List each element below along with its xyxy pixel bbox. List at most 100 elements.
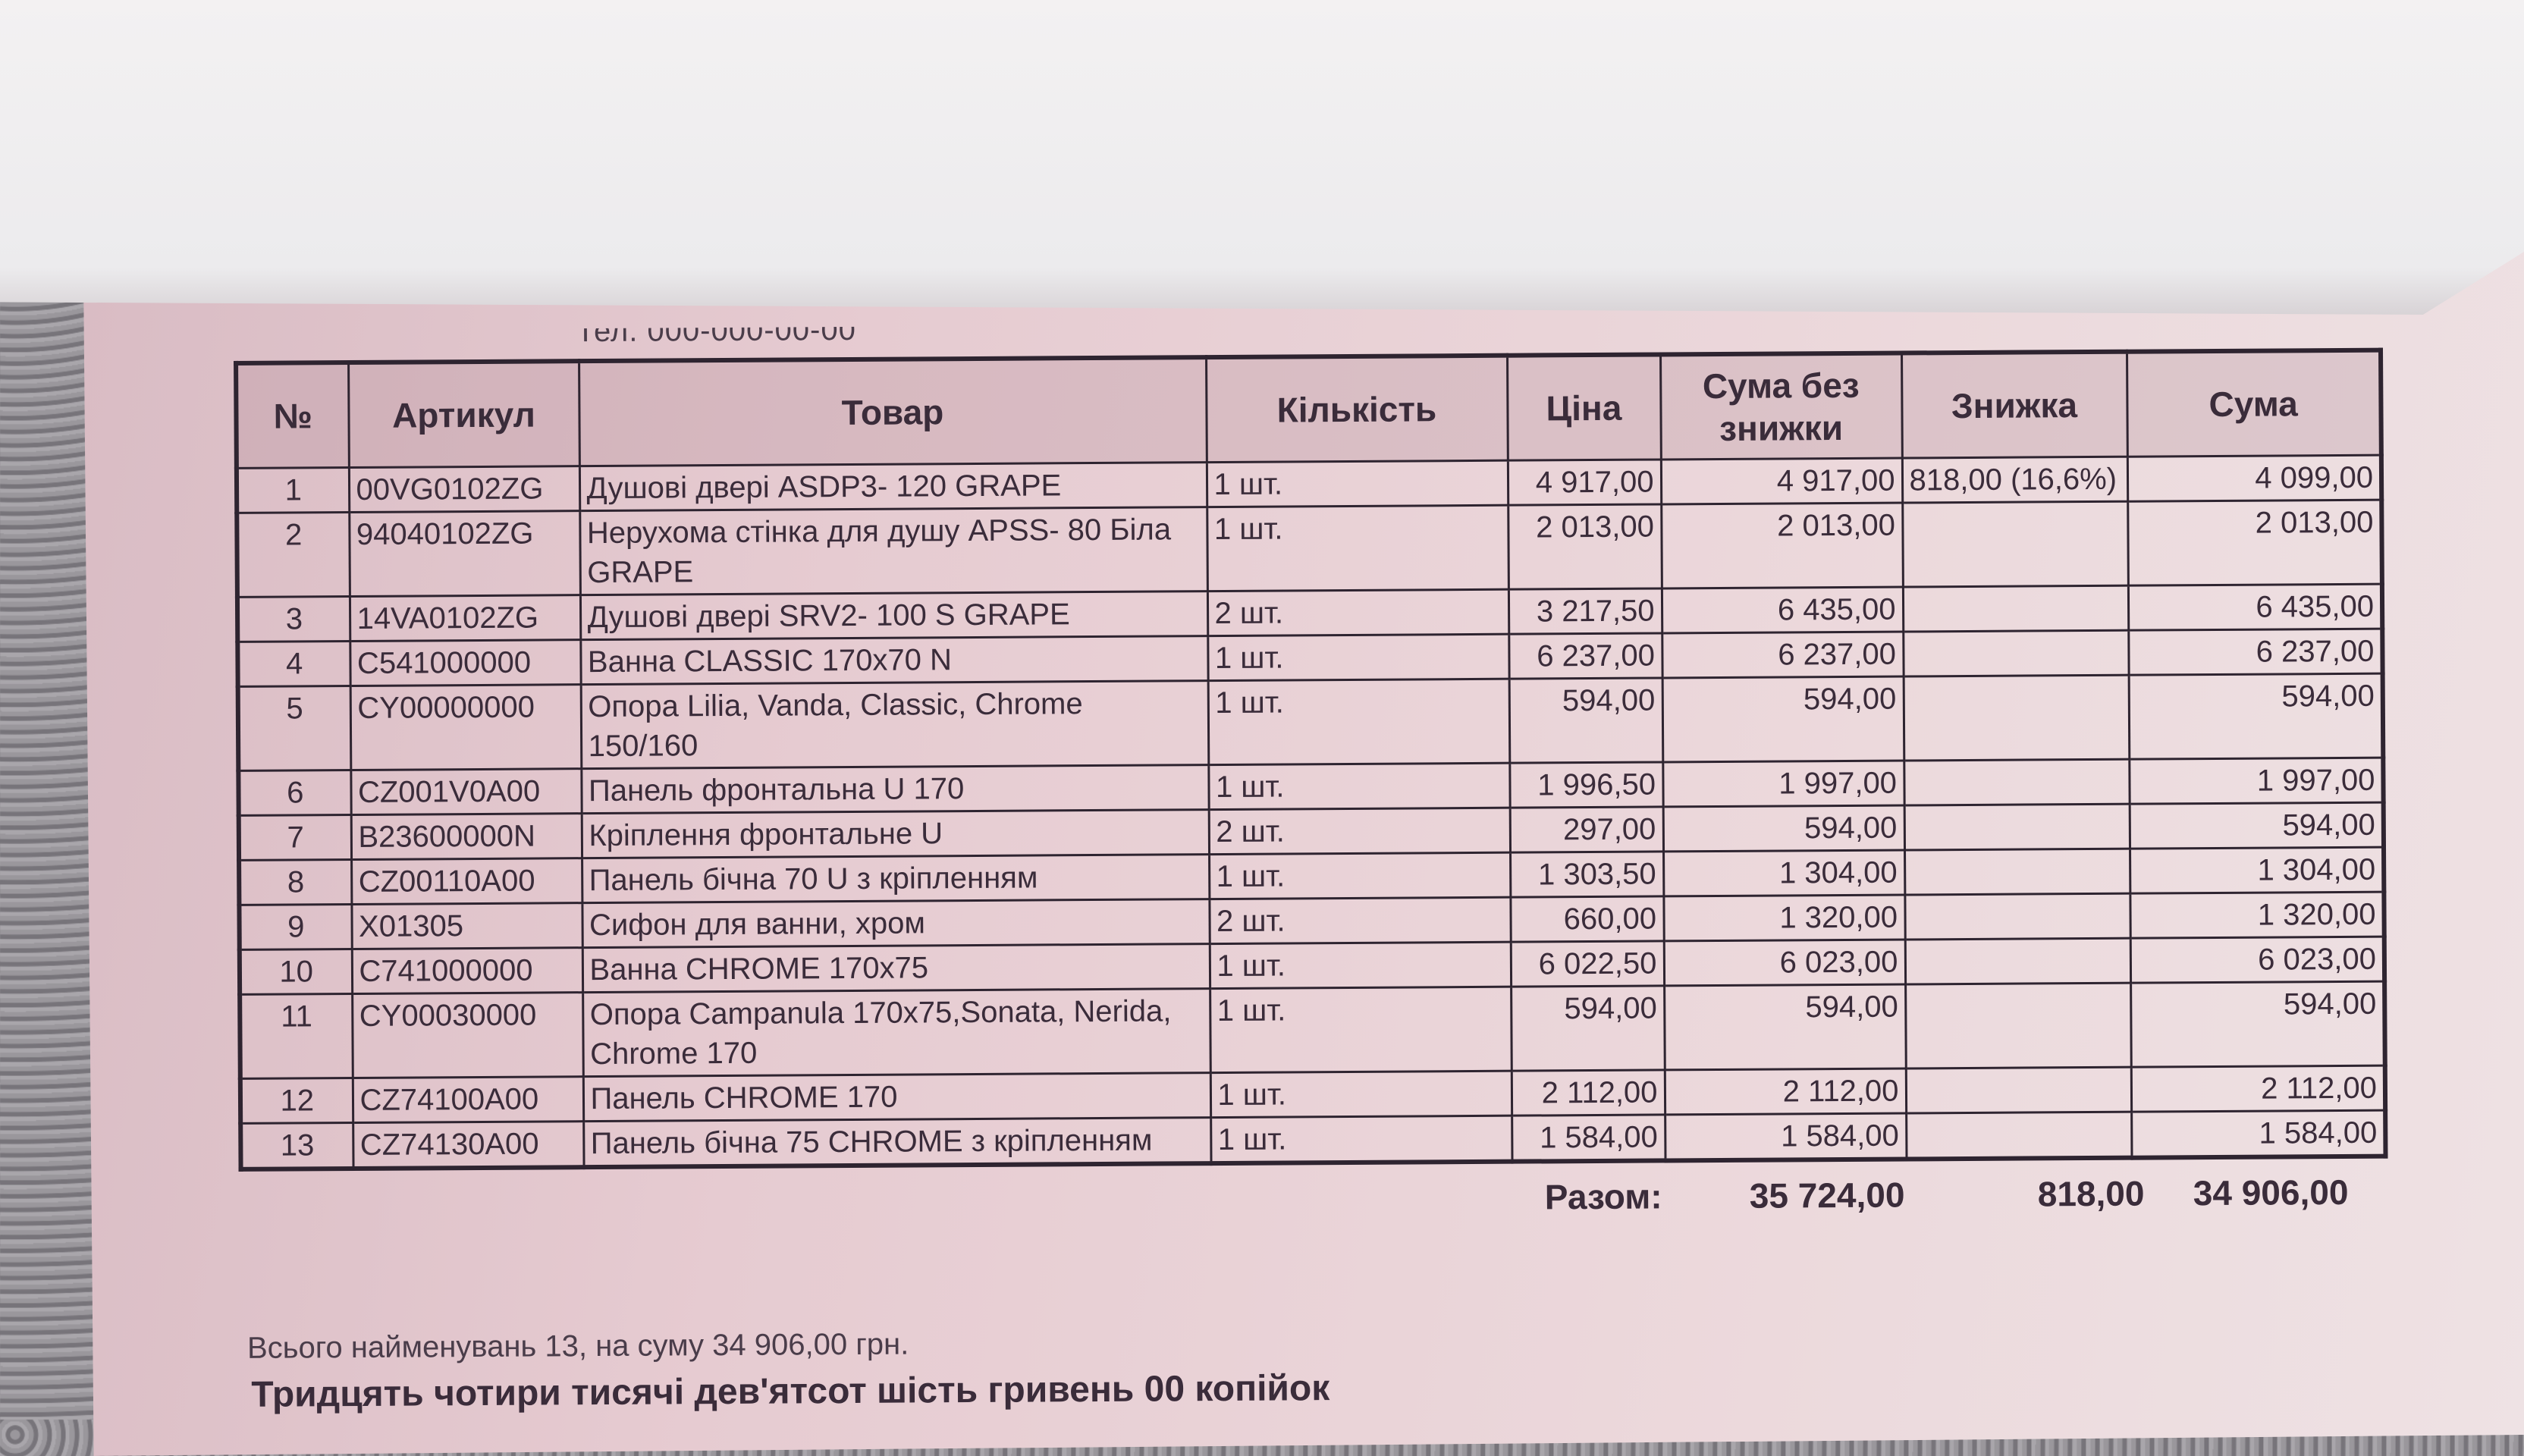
row-price: 594,00 <box>1511 985 1665 1072</box>
col-header-sku: Артикул <box>348 361 579 468</box>
row-number: 11 <box>240 993 353 1079</box>
row-quantity: 1 шт. <box>1210 987 1512 1073</box>
row-sum-no-discount: 6 023,00 <box>1663 940 1906 986</box>
row-number: 1 <box>236 467 350 513</box>
row-number: 5 <box>237 686 351 771</box>
row-price: 297,00 <box>1509 806 1664 853</box>
col-header-sum: Сума <box>2127 350 2381 457</box>
col-header-discount: Знижка <box>1901 351 2127 459</box>
row-quantity: 1 шт. <box>1207 679 1510 765</box>
row-price: 660,00 <box>1510 896 1664 943</box>
row-quantity: 1 шт. <box>1210 1116 1512 1164</box>
row-number: 12 <box>240 1078 353 1124</box>
row-sum: 6 023,00 <box>2130 937 2385 984</box>
row-discount <box>1904 804 2130 851</box>
row-sku: 14VA0102ZG <box>349 595 581 642</box>
row-discount <box>1904 893 2130 940</box>
row-price: 1 996,50 <box>1509 761 1663 808</box>
row-sku: 00VG0102ZG <box>348 466 580 513</box>
col-header-sum-no-discount: Сума без знижки <box>1660 353 1902 460</box>
row-quantity: 1 шт. <box>1207 634 1509 681</box>
row-discount <box>1904 938 2131 985</box>
row-quantity: 1 шт. <box>1209 942 1512 989</box>
row-number: 9 <box>239 904 352 950</box>
row-number: 6 <box>238 770 351 816</box>
row-sum-no-discount: 594,00 <box>1662 805 1905 852</box>
row-price: 2 013,00 <box>1508 504 1662 590</box>
col-header-qty: Кількість <box>1206 355 1508 463</box>
row-discount: 818,00 (16,6%) <box>1901 457 2128 504</box>
row-item-name: Нерухома стінка для душу APSS- 80 Біла G… <box>579 507 1207 595</box>
row-discount <box>1905 1067 2132 1113</box>
row-quantity: 1 шт. <box>1209 852 1511 899</box>
row-item-name: Душові двері SRV2- 100 S GRAPE <box>579 591 1208 640</box>
row-discount <box>1905 983 2131 1069</box>
row-price: 594,00 <box>1508 677 1663 764</box>
folded-top-sheet <box>0 0 2524 315</box>
row-discount <box>1902 501 2128 588</box>
row-number: 10 <box>239 949 353 995</box>
row-number: 7 <box>238 814 352 861</box>
row-sku: CZ74100A00 <box>352 1076 584 1123</box>
row-sku: CZ00110A00 <box>351 858 582 905</box>
row-sku: C741000000 <box>351 947 583 994</box>
row-quantity: 2 шт. <box>1207 589 1509 636</box>
row-sum: 594,00 <box>2128 673 2384 760</box>
totals-sum: 34 906,00 <box>2193 1172 2349 1213</box>
row-item-name: Панель фронтальна U 170 <box>581 764 1209 814</box>
totals-sum-no-discount: 35 724,00 <box>1749 1175 1905 1216</box>
footer-amount-in-words: Тридцять чотири тисячі дев'ятсот шість г… <box>251 1368 1330 1415</box>
row-number: 2 <box>237 512 350 598</box>
row-price: 1 303,50 <box>1510 851 1664 898</box>
row-quantity: 1 шт. <box>1210 1071 1512 1118</box>
row-sum: 594,00 <box>2130 981 2385 1068</box>
row-sum: 1 584,00 <box>2131 1110 2386 1158</box>
row-sku: CY00000000 <box>350 684 582 770</box>
row-sum: 1 304,00 <box>2130 847 2384 894</box>
row-sum: 2 013,00 <box>2127 500 2382 586</box>
row-sum-no-discount: 6 237,00 <box>1662 632 1904 678</box>
table-row: 5 CY00000000 Опора Lilia, Vanda, Classic, … <box>237 673 2384 771</box>
row-number: 13 <box>240 1122 353 1169</box>
row-price: 2 112,00 <box>1511 1069 1665 1116</box>
row-quantity: 1 шт. <box>1208 763 1510 810</box>
row-sum-no-discount: 4 917,00 <box>1660 458 1903 504</box>
row-sum-no-discount: 2 112,00 <box>1664 1068 1907 1115</box>
row-item-name: Опора Lilia, Vanda, Classic, Chrome 150/… <box>580 680 1209 769</box>
row-item-name: Сифон для ванни, хром <box>582 899 1210 948</box>
row-quantity: 2 шт. <box>1208 808 1511 855</box>
row-sum-no-discount: 594,00 <box>1662 676 1904 762</box>
row-item-name: Панель бічна 75 CHROME з кріпленням <box>583 1117 1211 1168</box>
row-sum-no-discount: 594,00 <box>1664 984 1906 1070</box>
row-sum: 4 099,00 <box>2127 455 2382 502</box>
row-number: 8 <box>239 859 352 905</box>
row-sku: C541000000 <box>350 639 581 686</box>
row-price: 3 217,50 <box>1508 588 1662 635</box>
row-sku: CZ74130A00 <box>353 1121 584 1169</box>
row-sum-no-discount: 1 320,00 <box>1663 895 1905 941</box>
row-quantity: 1 шт. <box>1206 460 1508 507</box>
row-sum-no-discount: 6 435,00 <box>1661 587 1904 633</box>
row-price: 4 917,00 <box>1507 459 1662 506</box>
table-header-row: № Артикул Товар Кількість Ціна Сума без … <box>236 350 2381 469</box>
row-sku: 94040102ZG <box>349 510 580 597</box>
row-quantity: 2 шт. <box>1209 897 1511 944</box>
row-sum: 6 435,00 <box>2127 584 2383 631</box>
row-price: 6 237,00 <box>1508 632 1662 679</box>
row-discount <box>1902 585 2129 632</box>
row-item-name: Ванна CHROME 170x75 <box>582 943 1210 993</box>
row-sum: 6 237,00 <box>2128 629 2383 676</box>
row-number: 3 <box>237 596 350 642</box>
row-discount <box>1903 675 2130 761</box>
row-discount <box>1906 1112 2132 1159</box>
table-row: 11 CY00030000 Опора Campanula 170x75,Sonat… <box>240 981 2385 1079</box>
row-sum: 1 997,00 <box>2129 758 2384 805</box>
totals-label: Разом: <box>1544 1176 1662 1217</box>
row-item-name: Панель CHROME 170 <box>582 1072 1211 1122</box>
row-sum-no-discount: 2 013,00 <box>1661 503 1903 588</box>
row-quantity: 1 шт. <box>1207 505 1508 592</box>
row-number: 4 <box>237 641 350 687</box>
row-item-name: Душові двері ASDP3- 120 GRAPE <box>579 462 1207 511</box>
row-sum-no-discount: 1 997,00 <box>1662 761 1904 807</box>
row-sum-no-discount: 1 304,00 <box>1663 850 1905 896</box>
